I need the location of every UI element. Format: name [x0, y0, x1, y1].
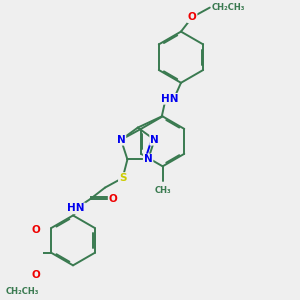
Text: HN: HN — [68, 203, 85, 213]
Text: N: N — [150, 135, 159, 145]
Text: CH₂CH₃: CH₂CH₃ — [212, 3, 245, 12]
Text: CH₃: CH₃ — [154, 185, 171, 194]
Text: S: S — [119, 173, 126, 183]
Text: CH₂CH₃: CH₂CH₃ — [6, 287, 39, 296]
Text: O: O — [188, 12, 197, 22]
Text: O: O — [31, 270, 40, 280]
Text: HN: HN — [161, 94, 178, 104]
Text: N: N — [144, 154, 152, 164]
Text: O: O — [109, 194, 117, 204]
Text: O: O — [31, 226, 40, 236]
Text: N: N — [117, 135, 125, 145]
